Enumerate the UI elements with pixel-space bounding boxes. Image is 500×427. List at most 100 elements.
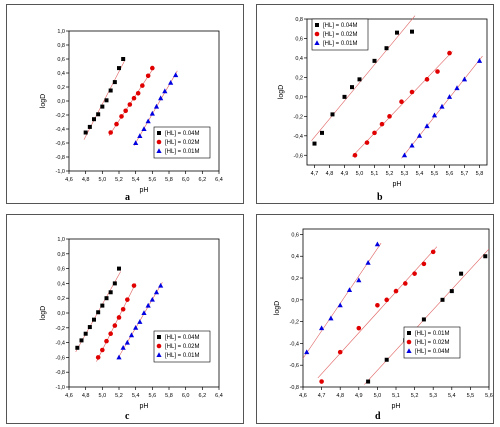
data-point — [356, 277, 362, 283]
data-point — [356, 325, 362, 331]
legend-label: [HL] = 0.04M — [323, 23, 358, 29]
data-point — [145, 118, 151, 124]
data-point — [137, 133, 143, 138]
data-point — [92, 117, 96, 122]
y-tick-label: -0,4 — [290, 341, 299, 347]
data-point — [384, 357, 389, 362]
y-tick-label: 0,0 — [295, 95, 303, 101]
data-point — [372, 58, 377, 63]
data-point — [100, 303, 105, 308]
data-point — [112, 323, 118, 328]
x-tick-label: 4,6 — [65, 393, 73, 399]
data-point — [108, 331, 113, 337]
y-tick-label: 0,8 — [57, 43, 65, 49]
data-point — [375, 302, 380, 308]
data-point — [133, 325, 139, 330]
data-point — [79, 338, 84, 343]
data-point — [379, 121, 385, 127]
data-point — [96, 112, 101, 117]
x-tick-label: 4,7 — [311, 171, 319, 177]
series-1 — [83, 57, 126, 140]
x-tick-label: 5,3 — [429, 393, 437, 399]
chart-svg-a: 4,6 4,8 5,0 5,2 5,4 5,6 5,8 6,0 6,2 6,4 -1,0 -0,8 -0… — [40, 29, 223, 194]
y-tick-label: -0,8 — [56, 155, 65, 161]
data-point — [140, 83, 145, 88]
series-2 — [351, 50, 453, 158]
data-point — [403, 281, 408, 286]
y-tick-label: 0,0 — [57, 311, 65, 317]
data-point — [374, 241, 380, 247]
x-tick-label: 4,8 — [82, 177, 90, 183]
x-tick-label: 6,0 — [182, 393, 190, 399]
data-point — [483, 254, 488, 259]
x-tick-label: 4,6 — [299, 393, 307, 399]
x-tick-label: 5,0 — [374, 393, 382, 399]
data-point — [387, 114, 392, 119]
fit-line — [364, 248, 490, 385]
x-tick-label: 5,8 — [165, 177, 173, 183]
legend-label: [HL] = 0.02M — [323, 32, 358, 38]
data-point — [153, 103, 160, 109]
x-tick-label: 5,0 — [356, 171, 364, 177]
y-tick-label: -0,2 — [56, 326, 65, 332]
data-point — [476, 58, 483, 63]
data-point — [173, 72, 179, 78]
legend-marker — [314, 40, 320, 45]
data-point — [100, 347, 105, 353]
y-tick-label: -0,8 — [290, 385, 299, 391]
data-point — [446, 94, 453, 99]
y-tick-label: 0,0 — [57, 99, 65, 105]
y-tick-label: 0,6 — [57, 57, 65, 63]
data-point — [337, 302, 343, 308]
y-tick-label: -1,0 — [56, 169, 65, 175]
x-tick-label: 6,2 — [199, 177, 207, 183]
data-point — [104, 296, 109, 301]
x-tick-label: 5,6 — [149, 393, 157, 399]
x-tick-label: 5,2 — [115, 393, 123, 399]
data-point — [75, 345, 80, 350]
series-3 — [116, 282, 164, 360]
data-point — [125, 297, 130, 302]
legend-box — [311, 18, 369, 51]
data-point — [137, 319, 143, 324]
x-tick-label: 5,2 — [386, 171, 394, 177]
fit-line — [317, 246, 438, 379]
x-tick-label: 5,1 — [371, 171, 379, 177]
data-point — [454, 85, 460, 91]
data-point — [357, 77, 362, 82]
x-tick-label: 5,6 — [446, 171, 454, 177]
series-1 — [311, 15, 416, 146]
y-tick-label: -1,0 — [56, 385, 65, 391]
data-point — [459, 271, 464, 276]
data-point — [150, 65, 155, 71]
series-2 — [95, 283, 137, 362]
x-tick-label: 5,0 — [99, 393, 107, 399]
data-point — [112, 80, 117, 85]
data-point — [121, 57, 126, 61]
y-tick-label: 0,8 — [57, 252, 65, 258]
data-point — [393, 288, 399, 294]
data-point — [117, 66, 121, 71]
fit-line — [302, 242, 382, 359]
data-point — [449, 289, 454, 294]
data-point — [92, 317, 96, 322]
y-axis-label: logD — [278, 85, 285, 99]
legend-marker — [406, 339, 412, 345]
data-point — [409, 89, 415, 95]
data-point — [114, 121, 119, 127]
data-point — [337, 349, 343, 355]
data-point — [424, 123, 430, 129]
data-point — [410, 29, 414, 34]
data-point — [168, 80, 174, 85]
x-tick-label: 4,8 — [82, 393, 90, 399]
data-point — [412, 271, 417, 276]
panel-label-b: b — [377, 192, 383, 203]
y-tick-label: 0,2 — [57, 296, 65, 302]
legend: [HL] = 0.04M [HL] = 0.02M [HL] = 0.01M — [153, 330, 211, 363]
series-2 — [108, 65, 155, 137]
y-axis-label: logD — [274, 301, 281, 315]
legend-label: [HL] = 0.02M — [165, 140, 200, 146]
y-tick-label: -0,2 — [294, 114, 303, 120]
data-point — [435, 69, 440, 74]
x-axis-label: pH — [140, 187, 149, 194]
